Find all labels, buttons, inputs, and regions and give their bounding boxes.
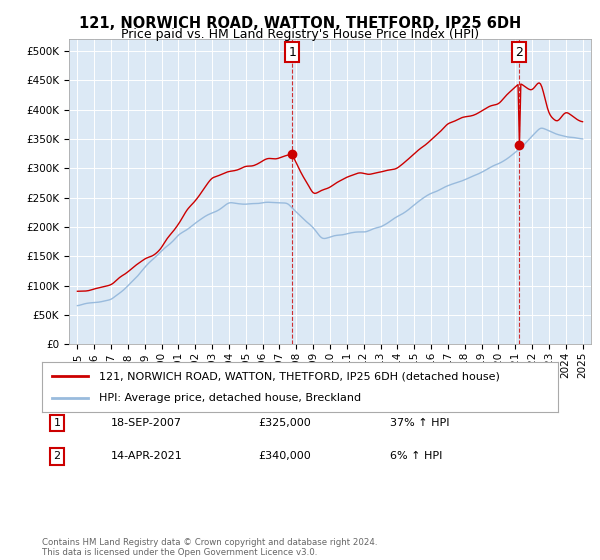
Text: 1: 1 (53, 418, 61, 428)
Text: 121, NORWICH ROAD, WATTON, THETFORD, IP25 6DH (detached house): 121, NORWICH ROAD, WATTON, THETFORD, IP2… (99, 371, 500, 381)
Text: 37% ↑ HPI: 37% ↑ HPI (390, 418, 449, 428)
Text: HPI: Average price, detached house, Breckland: HPI: Average price, detached house, Brec… (99, 393, 361, 403)
Text: 1: 1 (288, 45, 296, 59)
Text: 14-APR-2021: 14-APR-2021 (111, 451, 183, 461)
Text: 121, NORWICH ROAD, WATTON, THETFORD, IP25 6DH: 121, NORWICH ROAD, WATTON, THETFORD, IP2… (79, 16, 521, 31)
Text: Contains HM Land Registry data © Crown copyright and database right 2024.
This d: Contains HM Land Registry data © Crown c… (42, 538, 377, 557)
Text: 2: 2 (515, 45, 523, 59)
Text: £340,000: £340,000 (258, 451, 311, 461)
Text: 6% ↑ HPI: 6% ↑ HPI (390, 451, 442, 461)
Text: £325,000: £325,000 (258, 418, 311, 428)
Text: Price paid vs. HM Land Registry's House Price Index (HPI): Price paid vs. HM Land Registry's House … (121, 28, 479, 41)
Text: 18-SEP-2007: 18-SEP-2007 (111, 418, 182, 428)
Text: 2: 2 (53, 451, 61, 461)
